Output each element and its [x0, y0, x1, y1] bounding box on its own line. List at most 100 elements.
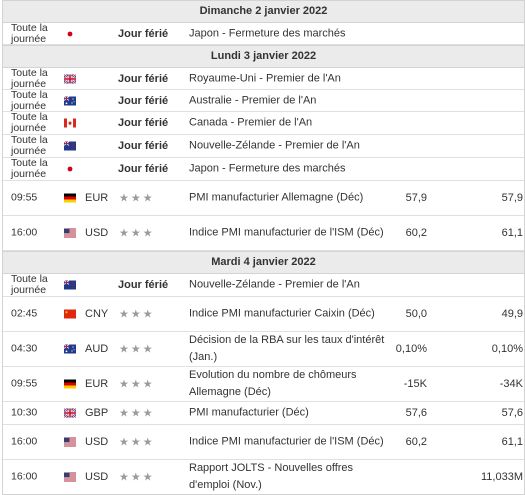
event-previous: 57,6 [501, 407, 523, 419]
event-name[interactable]: PMI manufacturier (Déc) [189, 406, 309, 419]
holiday-label: Jour férié [118, 279, 169, 291]
event-forecast: 57,6 [405, 407, 427, 419]
event-row[interactable]: Toute la journée Jour férié Nouvelle-Zélan… [3, 274, 524, 297]
event-currency: USD [85, 471, 109, 483]
new-zealand-flag-icon [63, 141, 76, 151]
importance-stars-icon: ★★★ [119, 192, 155, 205]
date-header: Dimanche 2 janvier 2022 [3, 0, 524, 23]
holiday-label: Jour férié [118, 27, 169, 40]
event-name[interactable]: Japon - Fermeture des marchés [189, 27, 346, 39]
event-previous: 61,1 [501, 227, 523, 239]
event-row[interactable]: Toute la journée Jour férié Japon - Fermet… [3, 21, 524, 45]
importance-stars-icon: ★★★ [119, 471, 155, 484]
importance-stars-icon: ★★★ [119, 436, 155, 449]
event-row[interactable]: 16:00 USD ★★★ Indice PMI manufacturier de l… [3, 425, 524, 460]
event-row[interactable]: 09:55 EUR ★★★ PMI manufacturier Allemagne (… [3, 181, 524, 216]
event-time: 04:30 [11, 342, 38, 355]
event-previous: 61,1 [501, 436, 523, 448]
usa-flag-icon [64, 472, 76, 482]
australia-flag-icon [63, 344, 76, 354]
event-currency: GBP [85, 407, 109, 419]
event-forecast: 60,2 [405, 436, 427, 448]
event-currency: USD [85, 227, 109, 239]
event-forecast: 50,0 [405, 308, 427, 320]
event-name[interactable]: Japon - Fermeture des marchés [189, 162, 346, 175]
event-time: 09:55 [11, 191, 38, 204]
uk-flag-icon [63, 73, 77, 84]
event-previous: 11,033M [481, 471, 523, 483]
usa-flag-icon [64, 437, 76, 447]
date-header: Mardi 4 janvier 2022 [3, 251, 524, 274]
event-time: 02:45 [11, 307, 38, 320]
event-row[interactable]: 10:30 GBP ★★★ PMI manufacturier (Déc) 57,6 57… [3, 402, 524, 425]
germany-flag-icon [64, 379, 76, 389]
event-name[interactable]: Nouvelle-Zélande - Premier de l'An [189, 139, 360, 152]
new-zealand-flag-icon [63, 280, 76, 290]
event-time: 16:00 [11, 435, 38, 448]
holiday-label: Jour férié [118, 94, 169, 107]
japan-flag-icon [64, 164, 76, 174]
usa-flag-icon [64, 228, 76, 238]
event-time: 10:30 [11, 406, 38, 419]
event-row[interactable]: 02:45 CNY ★★★ Indice PMI manufacturier Caix… [3, 297, 524, 332]
event-forecast: 57,9 [405, 192, 427, 204]
japan-flag-icon [64, 29, 76, 38]
event-currency: CNY [85, 308, 109, 320]
event-time: 16:00 [11, 470, 38, 483]
event-time: Toute la journée [11, 134, 48, 157]
germany-flag-icon [64, 193, 76, 203]
event-row[interactable]: Toute la journée Jour férié Royaume-Uni - … [3, 66, 524, 90]
importance-stars-icon: ★★★ [119, 407, 155, 420]
event-name[interactable]: Indice PMI manufacturier Caixin (Déc) [189, 307, 375, 320]
holiday-label: Jour férié [118, 163, 169, 175]
event-time: Toute la journée [11, 21, 48, 45]
event-forecast: 60,2 [405, 227, 427, 239]
event-previous: 57,9 [501, 192, 523, 204]
event-time: Toute la journée [11, 88, 48, 112]
holiday-label: Jour férié [118, 117, 169, 129]
event-forecast: -15K [403, 378, 427, 390]
importance-stars-icon: ★★★ [119, 378, 155, 391]
event-name[interactable]: Canada - Premier de l'An [189, 116, 313, 129]
event-row[interactable]: Toute la journée Jour férié Canada - Premi… [3, 112, 524, 135]
canada-flag-icon [64, 118, 76, 128]
event-time: Toute la journée [11, 111, 48, 134]
event-row[interactable]: 16:00 USD ★★★ Rapport JOLTS - Nouvelles off… [3, 460, 524, 494]
importance-stars-icon: ★★★ [119, 343, 155, 356]
event-name[interactable]: Australie - Premier de l'An [189, 94, 317, 106]
importance-stars-icon: ★★★ [119, 308, 155, 321]
event-forecast: 0,10% [395, 343, 427, 355]
holiday-label: Jour férié [118, 140, 169, 152]
china-flag-icon [64, 309, 76, 319]
event-row[interactable]: Toute la journée Jour férié Nouvelle-Zélan… [3, 135, 524, 158]
event-currency: EUR [85, 378, 109, 390]
uk-flag-icon [63, 407, 77, 419]
event-row[interactable]: Toute la journée Jour férié Australie - Pr… [3, 88, 524, 112]
event-name[interactable]: Décision de la RBA sur les taux d'intérê… [189, 334, 385, 363]
event-previous: 49,9 [501, 308, 523, 320]
event-name[interactable]: Indice PMI manufacturier de l'ISM (Déc) [189, 435, 384, 448]
event-time: Toute la journée [11, 66, 48, 90]
event-time: Toute la journée [11, 157, 48, 180]
event-name[interactable]: Rapport JOLTS - Nouvelles offres d'emplo… [189, 462, 354, 491]
event-name[interactable]: Royaume-Uni - Premier de l'An [189, 72, 341, 84]
importance-stars-icon: ★★★ [119, 227, 155, 240]
holiday-label: Jour férié [118, 72, 169, 85]
event-row[interactable]: 16:00 USD ★★★ Indice PMI manufacturier de l… [3, 216, 524, 251]
event-row[interactable]: 09:55 EUR ★★★ Evolution du nombre de chômeu… [3, 367, 524, 402]
event-row[interactable]: 04:30 AUD ★★★ Décision de la RBA sur les ta… [3, 332, 524, 367]
event-row[interactable]: Toute la journée Jour férié Japon - Fermet… [3, 158, 524, 181]
date-header: Lundi 3 janvier 2022 [3, 45, 524, 68]
event-currency: USD [85, 436, 109, 448]
event-previous: -34K [499, 378, 523, 390]
event-currency: EUR [85, 192, 109, 204]
event-name[interactable]: PMI manufacturier Allemagne (Déc) [189, 191, 364, 204]
event-currency: AUD [85, 343, 109, 355]
event-time: 16:00 [11, 226, 38, 239]
event-time: 09:55 [11, 377, 38, 390]
event-name[interactable]: Indice PMI manufacturier de l'ISM (Déc) [189, 226, 384, 239]
event-name[interactable]: Evolution du nombre de chômeurs Allemagn… [189, 369, 357, 398]
event-previous: 0,10% [491, 343, 523, 355]
event-name[interactable]: Nouvelle-Zélande - Premier de l'An [189, 278, 360, 291]
